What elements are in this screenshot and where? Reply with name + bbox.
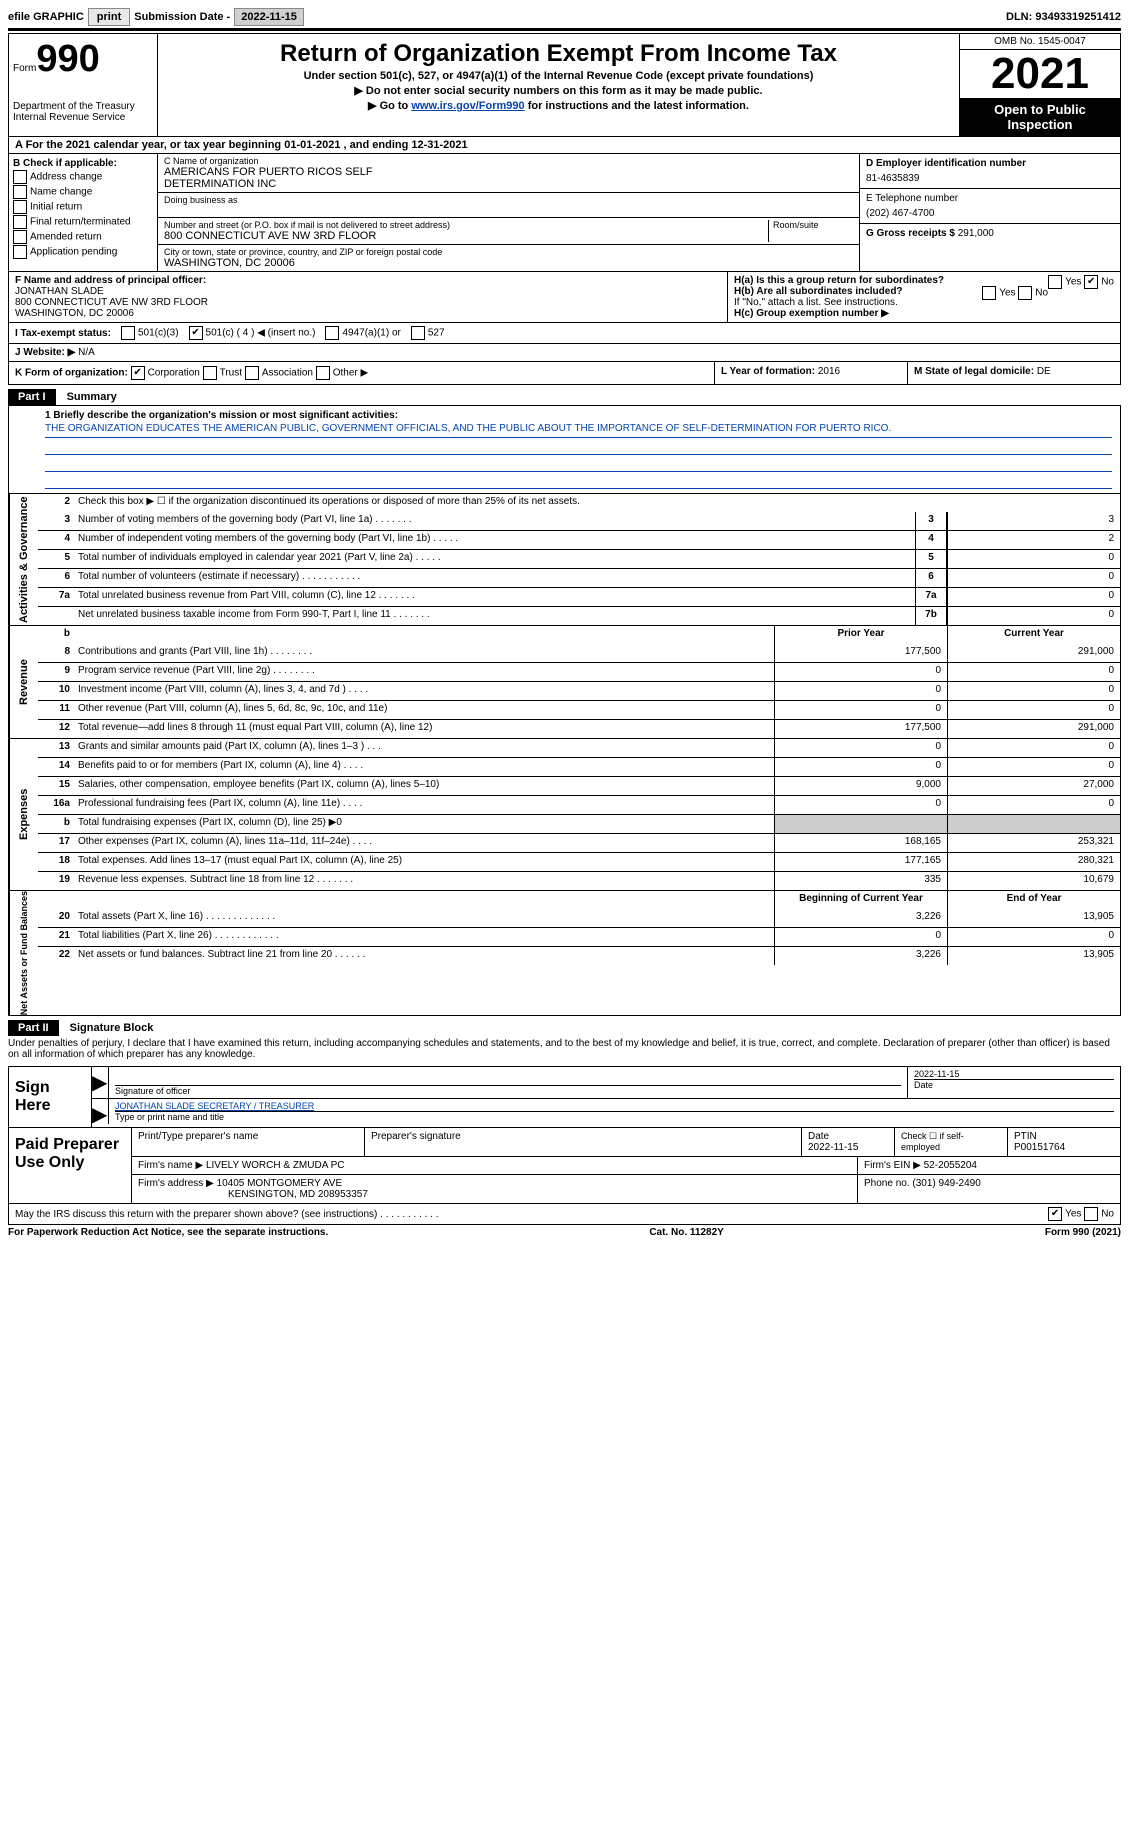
summary-line: 9Program service revenue (Part VIII, lin… bbox=[38, 662, 1120, 681]
row-i-status: I Tax-exempt status: 501(c)(3) 501(c) ( … bbox=[8, 323, 1121, 344]
arrow-icon: ▶ bbox=[92, 1067, 109, 1098]
col-d-e-g: D Employer identification number 81-4635… bbox=[860, 154, 1120, 271]
discuss-row: May the IRS discuss this return with the… bbox=[8, 1204, 1121, 1225]
perjury-declaration: Under penalties of perjury, I declare th… bbox=[8, 1036, 1121, 1066]
summary-line: 19Revenue less expenses. Subtract line 1… bbox=[38, 871, 1120, 890]
ein-value: 81-4635839 bbox=[866, 173, 1114, 184]
summary-line: 11Other revenue (Part VIII, column (A), … bbox=[38, 700, 1120, 719]
summary-line: 8Contributions and grants (Part VIII, li… bbox=[38, 644, 1120, 662]
sign-here-block: Sign Here ▶ Signature of officer 2022-11… bbox=[8, 1066, 1121, 1128]
summary-line: 21Total liabilities (Part X, line 26) . … bbox=[38, 927, 1120, 946]
summary-line: 16aProfessional fundraising fees (Part I… bbox=[38, 795, 1120, 814]
header-left: Form990 Department of the Treasury Inter… bbox=[9, 34, 158, 136]
open-public-badge: Open to Public Inspection bbox=[960, 98, 1120, 136]
chk-amended[interactable]: Amended return bbox=[13, 230, 153, 244]
form-header: Form990 Department of the Treasury Inter… bbox=[8, 33, 1121, 137]
submission-date: 2022-11-15 bbox=[234, 8, 304, 26]
footer-line: For Paperwork Reduction Act Notice, see … bbox=[8, 1227, 1121, 1238]
omb-number: OMB No. 1545-0047 bbox=[960, 34, 1120, 50]
tax-year: 2021 bbox=[960, 50, 1120, 98]
part-i-summary: 1 Briefly describe the organization's mi… bbox=[8, 405, 1121, 1016]
summary-line: 22Net assets or fund balances. Subtract … bbox=[38, 946, 1120, 965]
side-net-assets: Net Assets or Fund Balances bbox=[9, 891, 38, 1015]
chk-initial-return[interactable]: Initial return bbox=[13, 200, 153, 214]
dln: DLN: 93493319251412 bbox=[1006, 11, 1121, 23]
summary-line: Net unrelated business taxable income fr… bbox=[38, 606, 1120, 625]
summary-line: 13Grants and similar amounts paid (Part … bbox=[38, 739, 1120, 757]
summary-line: bTotal fundraising expenses (Part IX, co… bbox=[38, 814, 1120, 833]
chk-name-change[interactable]: Name change bbox=[13, 185, 153, 199]
col-b-checkboxes: B Check if applicable: Address change Na… bbox=[9, 154, 158, 271]
part-ii-header: Part II Signature Block bbox=[8, 1016, 1121, 1036]
efile-label: efile GRAPHIC bbox=[8, 11, 84, 23]
block-f-h: F Name and address of principal officer:… bbox=[8, 272, 1121, 323]
col-h-group: H(a) Is this a group return for subordin… bbox=[728, 272, 1120, 322]
chk-final-return[interactable]: Final return/terminated bbox=[13, 215, 153, 229]
block-bcdefg: B Check if applicable: Address change Na… bbox=[8, 154, 1121, 272]
summary-line: 15Salaries, other compensation, employee… bbox=[38, 776, 1120, 795]
summary-line: 14Benefits paid to or for members (Part … bbox=[38, 757, 1120, 776]
summary-line: 5Total number of individuals employed in… bbox=[38, 549, 1120, 568]
submission-label: Submission Date - bbox=[134, 11, 230, 23]
summary-line: 20Total assets (Part X, line 16) . . . .… bbox=[38, 909, 1120, 927]
summary-line: 6Total number of volunteers (estimate if… bbox=[38, 568, 1120, 587]
officer-name-link[interactable]: JONATHAN SLADE SECRETARY / TREASURER bbox=[115, 1101, 314, 1111]
summary-line: 4Number of independent voting members of… bbox=[38, 530, 1120, 549]
summary-line: 17Other expenses (Part IX, column (A), l… bbox=[38, 833, 1120, 852]
side-activities-governance: Activities & Governance bbox=[9, 494, 38, 625]
top-toolbar: efile GRAPHIC print Submission Date - 20… bbox=[8, 8, 1121, 26]
header-center: Return of Organization Exempt From Incom… bbox=[158, 34, 960, 136]
col-f-officer: F Name and address of principal officer:… bbox=[9, 272, 728, 322]
chk-address-change[interactable]: Address change bbox=[13, 170, 153, 184]
side-expenses: Expenses bbox=[9, 739, 38, 890]
summary-line: 12Total revenue—add lines 8 through 11 (… bbox=[38, 719, 1120, 738]
form-title: Return of Organization Exempt From Incom… bbox=[166, 40, 951, 68]
print-button[interactable]: print bbox=[88, 8, 130, 26]
gross-receipts: 291,000 bbox=[958, 228, 994, 239]
line-1-mission: 1 Briefly describe the organization's mi… bbox=[9, 406, 1120, 493]
row-k-formation: K Form of organization: Corporation Trus… bbox=[8, 362, 1121, 385]
irs-link[interactable]: www.irs.gov/Form990 bbox=[411, 100, 524, 112]
summary-line: 3Number of voting members of the governi… bbox=[38, 512, 1120, 530]
header-right: OMB No. 1545-0047 2021 Open to Public In… bbox=[960, 34, 1120, 136]
paid-preparer-block: Paid Preparer Use Only Print/Type prepar… bbox=[8, 1128, 1121, 1204]
chk-app-pending[interactable]: Application pending bbox=[13, 245, 153, 259]
part-i-header: Part I Summary bbox=[8, 385, 1121, 405]
arrow-icon: ▶ bbox=[92, 1099, 109, 1124]
row-j-website: J Website: ▶ N/A bbox=[8, 344, 1121, 362]
row-a-tax-year: A For the 2021 calendar year, or tax yea… bbox=[8, 137, 1121, 154]
summary-line: 10Investment income (Part VIII, column (… bbox=[38, 681, 1120, 700]
col-c-name-address: C Name of organization AMERICANS FOR PUE… bbox=[158, 154, 860, 271]
summary-line: 18Total expenses. Add lines 13–17 (must … bbox=[38, 852, 1120, 871]
summary-line: 7aTotal unrelated business revenue from … bbox=[38, 587, 1120, 606]
phone-value: (202) 467-4700 bbox=[866, 208, 1114, 219]
side-revenue: Revenue bbox=[9, 626, 38, 738]
